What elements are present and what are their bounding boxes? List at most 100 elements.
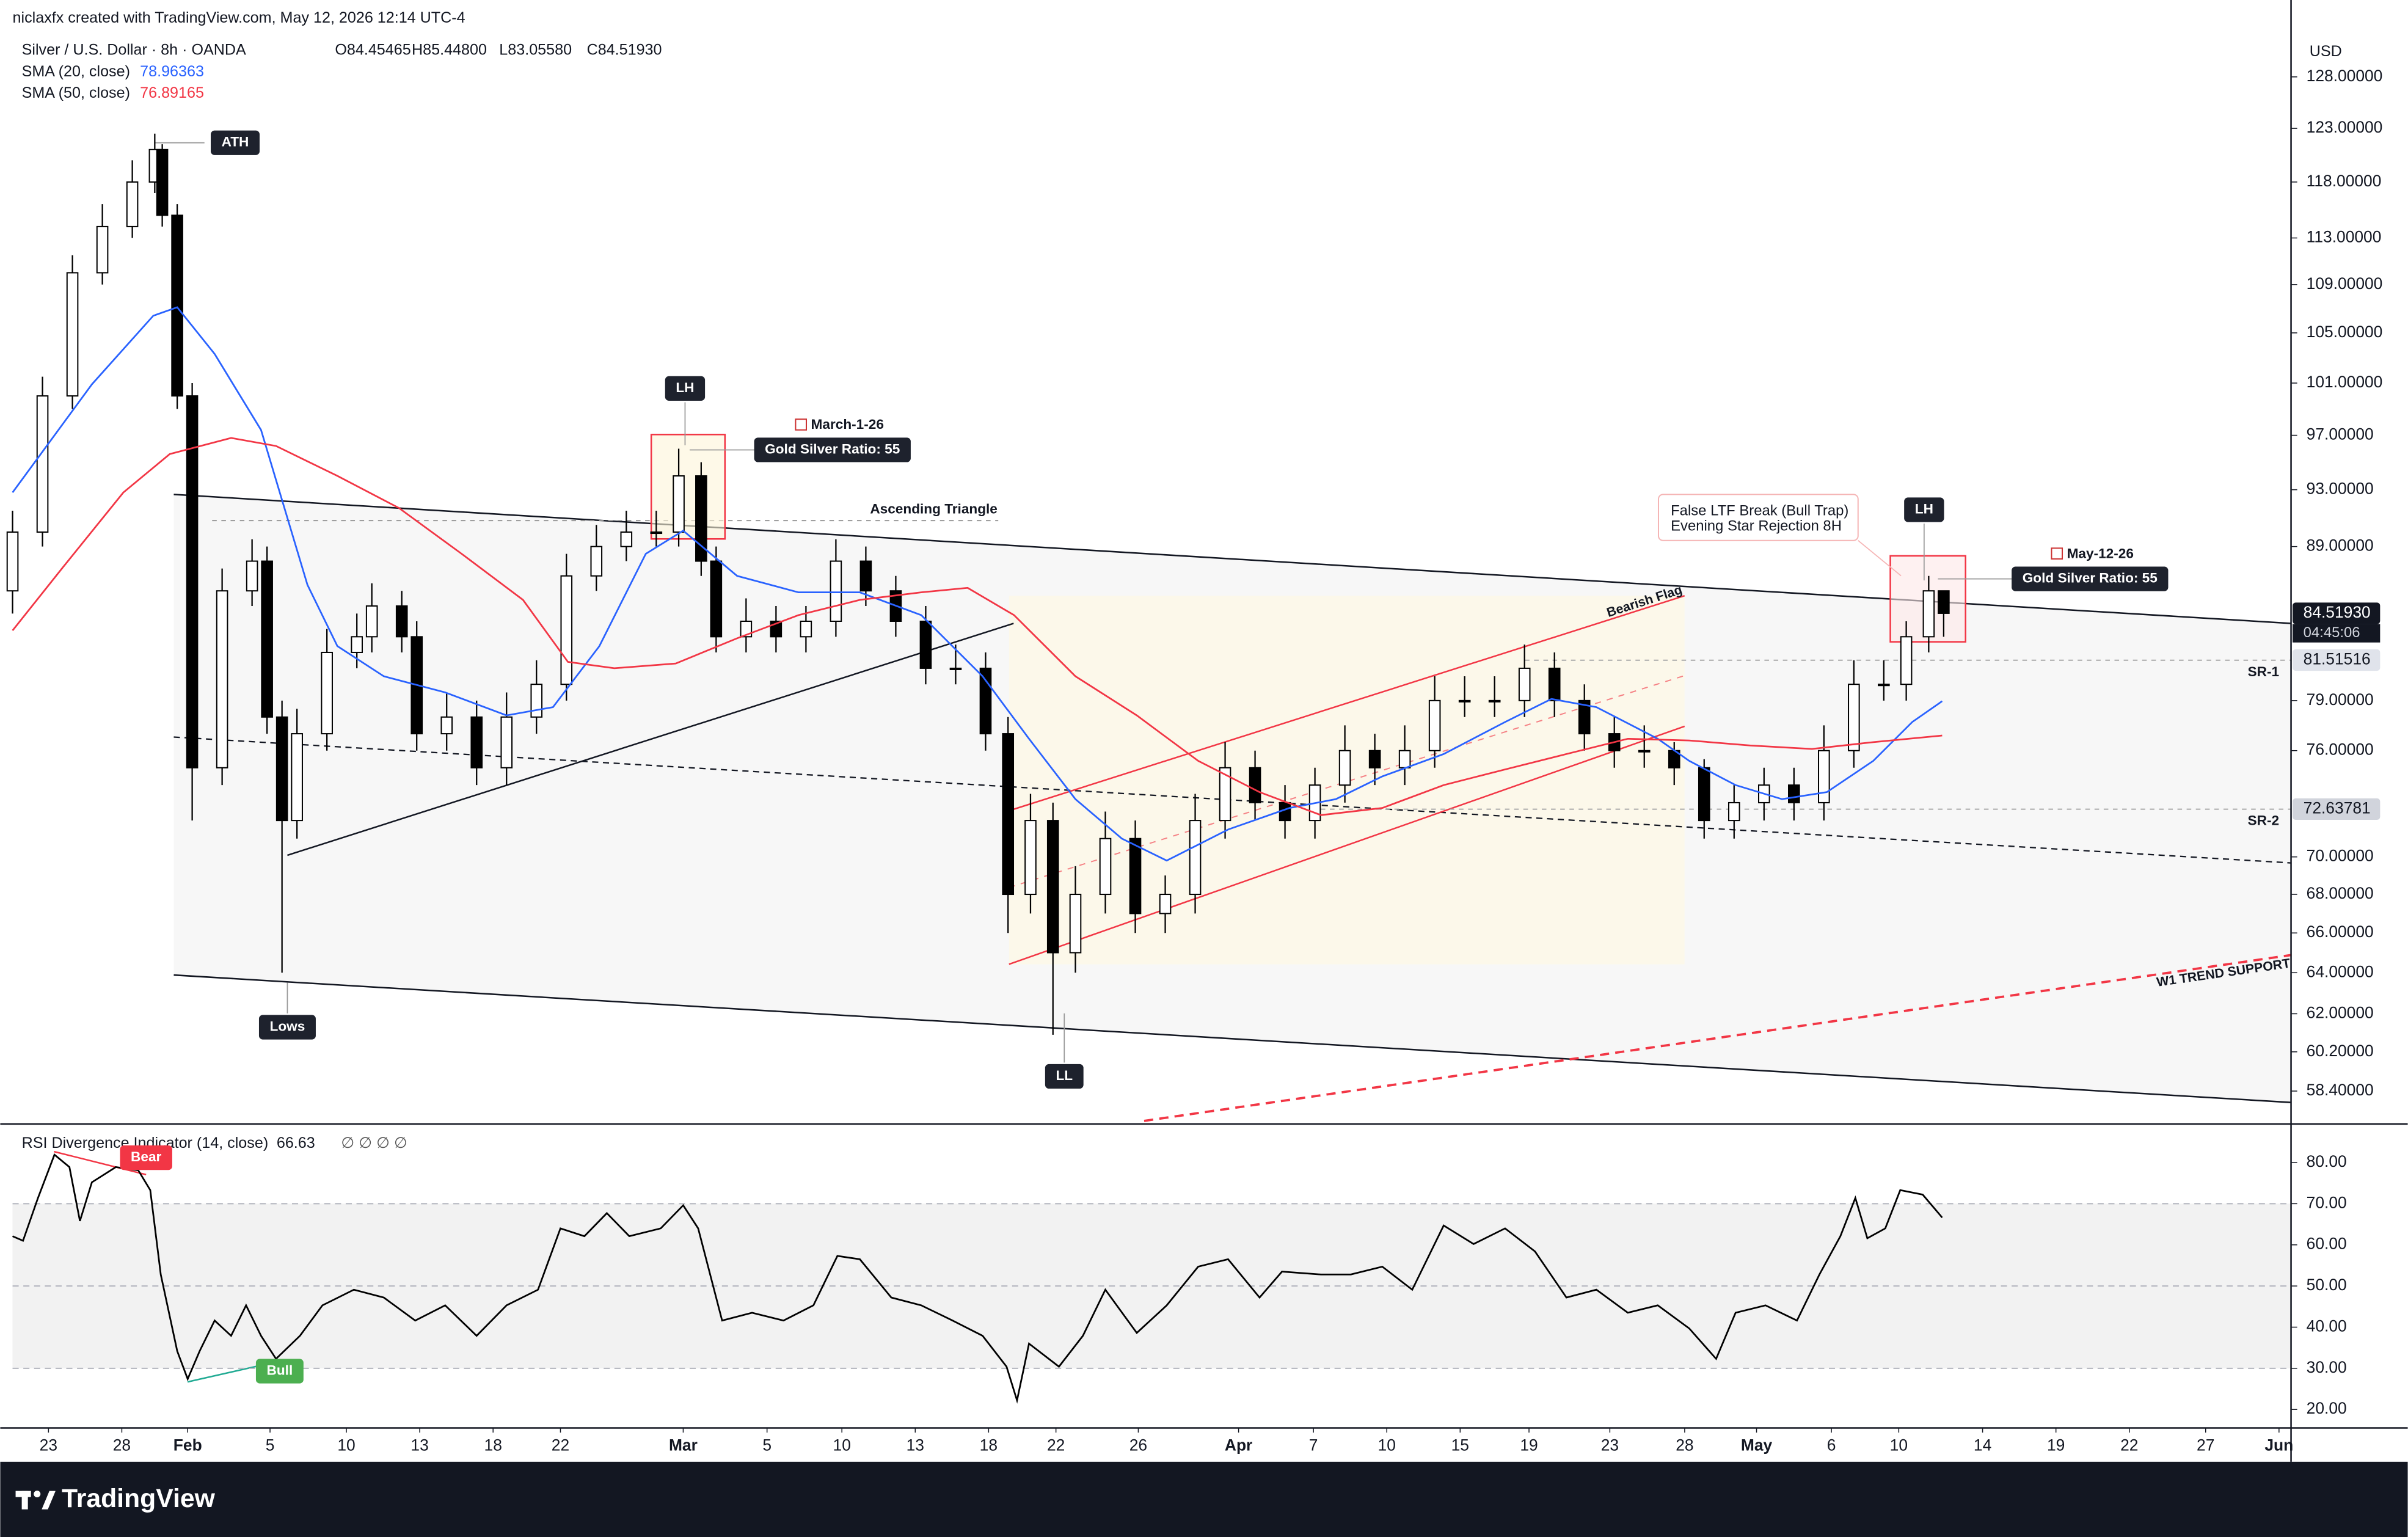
candle-body	[695, 475, 707, 562]
w1-support	[1144, 954, 2291, 1122]
y-tick-label: 80.00	[2307, 1152, 2347, 1170]
annotation: SR-2	[2248, 813, 2280, 828]
line-series	[12, 437, 1943, 816]
candle-body	[650, 531, 663, 535]
connector	[1858, 540, 1902, 577]
candle-body	[620, 531, 633, 547]
x-tick-label: 6	[1827, 1436, 1836, 1455]
candle-body	[470, 716, 483, 768]
candle-body	[859, 560, 872, 592]
y-tick-label: 89.00000	[2307, 536, 2374, 555]
annotation-tag: Bull	[267, 1363, 293, 1378]
annotation-tag-bg	[1904, 497, 1944, 522]
y-tick-label: 60.20000	[2307, 1042, 2374, 1060]
candle-body	[590, 546, 603, 577]
y-tick-label: 118.00000	[2307, 172, 2382, 190]
candle-body	[1046, 820, 1059, 954]
x-tick-label: Mar	[669, 1436, 698, 1455]
brand: TradingView	[62, 1484, 216, 1513]
x-tick-label: 26	[1129, 1436, 1147, 1455]
candle-body	[395, 605, 408, 638]
candle-body	[560, 575, 573, 685]
x-tick-label: 5	[762, 1436, 772, 1455]
candle-body	[1368, 750, 1381, 768]
y-tick-label: 101.00000	[2307, 373, 2383, 391]
annotation-tag-bg	[120, 1145, 172, 1170]
annotation-tag-bg	[255, 1359, 304, 1384]
highlight-box	[650, 434, 726, 540]
x-tick-label: Apr	[1225, 1436, 1252, 1455]
x-tick-label: 13	[410, 1436, 428, 1455]
candle-body	[530, 684, 543, 718]
candle-body	[351, 636, 363, 653]
x-tick-label: Jun	[2264, 1436, 2293, 1455]
legend-value: 76.89165	[140, 84, 204, 101]
candle-body	[1129, 838, 1142, 915]
annotation: SR-1	[2248, 664, 2280, 679]
x-tick-label: 13	[907, 1436, 924, 1455]
legend-value: 78.96363	[140, 63, 204, 80]
countdown: 04:45:06	[2304, 624, 2360, 641]
candle-body	[830, 560, 842, 622]
x-tick-label: 7	[1309, 1436, 1318, 1455]
candle-body	[1728, 801, 1740, 822]
candle-body	[1548, 667, 1561, 701]
flag-mid	[1009, 674, 1685, 888]
calendar-icon	[795, 418, 808, 431]
line-series	[12, 1153, 1943, 1404]
annotation: March-1-26	[811, 417, 884, 432]
y-tick-label: 64.00000	[2307, 962, 2374, 980]
candle-body	[1488, 699, 1501, 703]
price-tag	[2293, 649, 2381, 671]
candle-body	[1878, 684, 1890, 687]
y-tick-label: 70.00000	[2307, 847, 2374, 865]
candle-body	[6, 531, 19, 592]
ascending-line	[287, 622, 1014, 856]
drawings	[155, 142, 2291, 1122]
annotation-tag: Bear	[131, 1149, 161, 1164]
candle-body	[1900, 636, 1913, 685]
candle-body	[1848, 684, 1860, 751]
candle-body	[275, 716, 288, 822]
candle-body	[1249, 767, 1261, 803]
annotation: False LTF Break (Bull Trap)	[1671, 502, 1848, 519]
candle-body	[1099, 838, 1112, 896]
y-tick-label: 40.00	[2307, 1316, 2347, 1335]
legend-label: SMA (50, close)	[22, 84, 130, 101]
calendar-icon	[2051, 547, 2063, 560]
symbol-title: Silver / U.S. Dollar · 8h · OANDA	[22, 42, 246, 59]
candle-body	[949, 667, 962, 670]
y-tick-label: 93.00000	[2307, 480, 2374, 498]
candle-body	[1458, 699, 1471, 703]
candle-body	[1189, 820, 1202, 896]
x-tick-label: 18	[980, 1436, 998, 1455]
y-tick-label: 20.00	[2307, 1399, 2347, 1417]
x-tick-label: 23	[40, 1436, 57, 1455]
annotation-tag: LL	[1056, 1068, 1073, 1083]
plot: 128.00000 123.00000 118.00000 113.00000 109.…	[6, 67, 2383, 1455]
candle-body	[126, 181, 139, 227]
candle-body	[673, 475, 685, 533]
price-tag-label: 81.51516	[2304, 649, 2371, 668]
candle-body	[1922, 590, 1935, 638]
candle-body	[321, 651, 333, 735]
candle-body	[186, 395, 199, 768]
candle-body	[36, 395, 49, 533]
candle-body	[800, 620, 812, 638]
x-tick-label: Feb	[173, 1436, 202, 1455]
line-series	[12, 306, 1943, 862]
annotation-tag-bg	[1045, 1064, 1084, 1089]
candle-body	[1428, 699, 1441, 751]
bull-divergence	[187, 1362, 269, 1383]
candle-body	[1024, 820, 1037, 896]
x-tick-label: 10	[1378, 1436, 1396, 1455]
logo-part	[21, 1491, 28, 1510]
annotation-tag-bg	[210, 130, 260, 155]
y-tick-label: 97.00000	[2307, 425, 2374, 444]
watermark: niclaxfx created with TradingView.com, M…	[13, 9, 465, 26]
annotation-tag: Gold Silver Ratio: 55	[765, 441, 900, 456]
candle-body	[291, 733, 303, 822]
y-tick-label: 70.00	[2307, 1193, 2347, 1211]
legend-label: SMA (20, close)	[22, 63, 130, 80]
countdown-bg	[2293, 624, 2381, 643]
